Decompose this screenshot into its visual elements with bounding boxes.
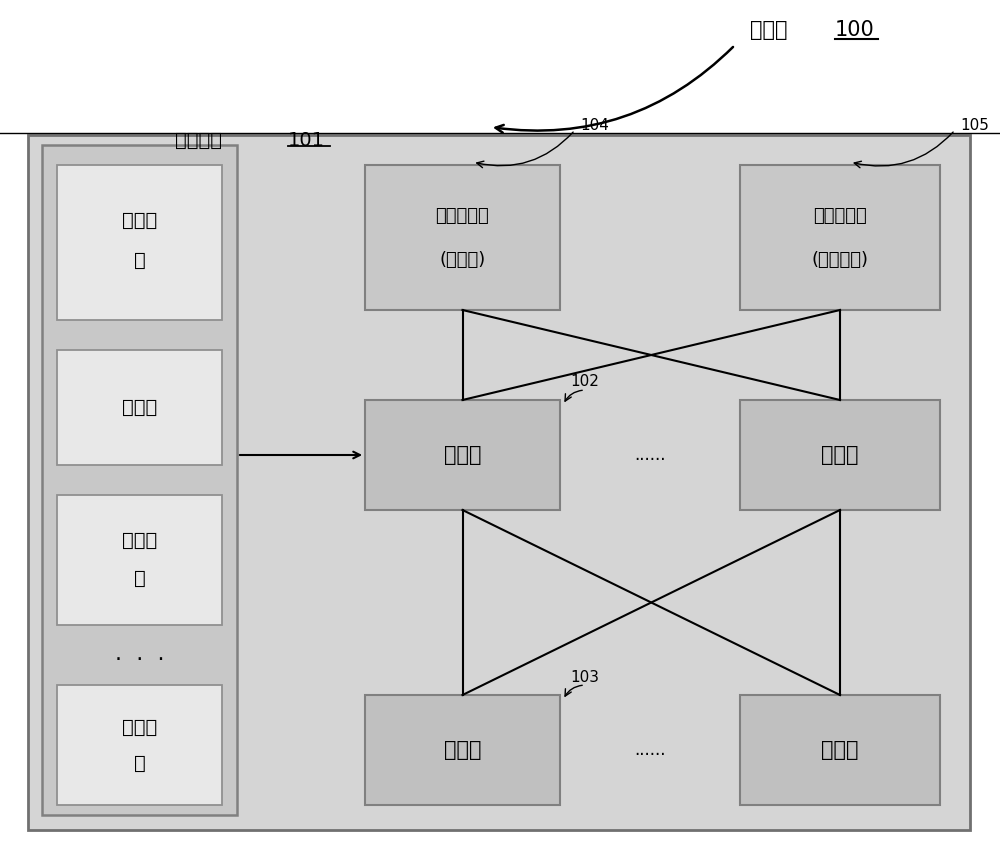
Text: 100: 100 — [835, 20, 875, 40]
Text: 存储器: 存储器 — [821, 740, 859, 760]
Bar — [42, 145, 237, 815]
Bar — [365, 165, 560, 310]
Text: 激光传感器: 激光传感器 — [813, 207, 867, 225]
Text: 里程计: 里程计 — [122, 398, 157, 417]
Text: 103: 103 — [570, 670, 599, 684]
Bar — [365, 400, 560, 510]
Text: 电源组: 电源组 — [122, 530, 157, 549]
Text: (激光雷达): (激光雷达) — [812, 251, 868, 268]
Text: 处理器: 处理器 — [444, 445, 481, 465]
Bar — [365, 695, 560, 805]
Text: 视觉传感器: 视觉传感器 — [436, 207, 489, 225]
Text: 处理器: 处理器 — [821, 445, 859, 465]
Text: ......: ...... — [634, 741, 666, 759]
Bar — [57, 685, 222, 805]
Bar — [57, 495, 222, 625]
Text: 机械本体: 机械本体 — [175, 131, 222, 150]
Text: 件: 件 — [134, 568, 145, 587]
Text: 音频组: 音频组 — [122, 717, 157, 736]
Bar — [740, 165, 940, 310]
Text: 105: 105 — [960, 118, 989, 132]
Bar — [28, 135, 970, 830]
Bar — [57, 350, 222, 465]
Text: 件: 件 — [134, 753, 145, 772]
Text: 101: 101 — [288, 131, 325, 150]
Text: ......: ...... — [634, 446, 666, 464]
Text: 驱动组: 驱动组 — [122, 211, 157, 230]
Text: ·  ·  ·: · · · — [115, 650, 164, 670]
Bar — [57, 165, 222, 320]
Bar — [740, 695, 940, 805]
Text: 机器人: 机器人 — [750, 20, 788, 40]
Text: 104: 104 — [580, 118, 609, 132]
Text: (摄像头): (摄像头) — [439, 251, 486, 268]
Text: 件: 件 — [134, 251, 145, 270]
Text: 存储器: 存储器 — [444, 740, 481, 760]
Text: 102: 102 — [570, 375, 599, 389]
Bar — [740, 400, 940, 510]
